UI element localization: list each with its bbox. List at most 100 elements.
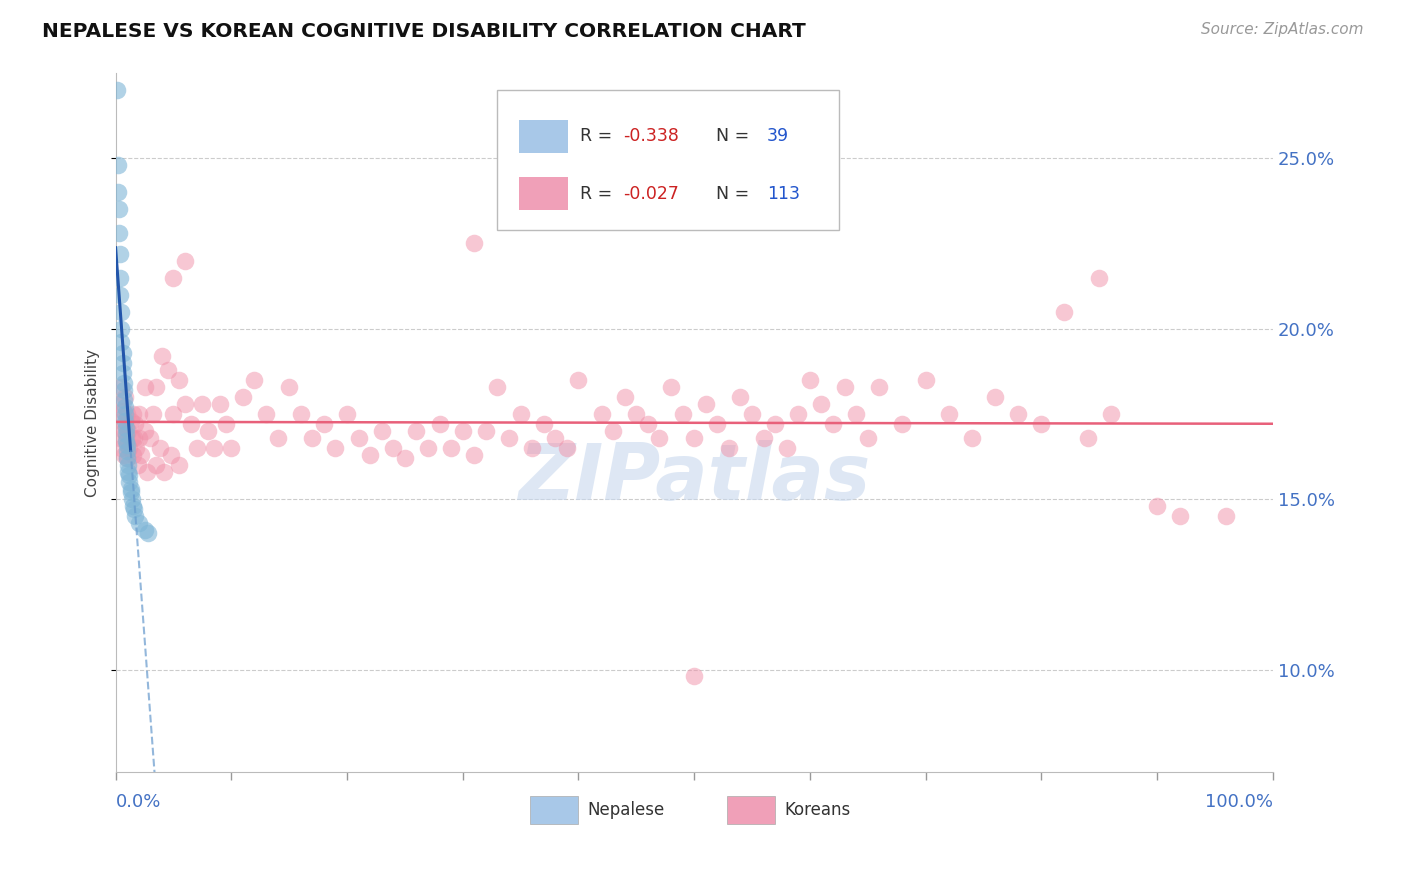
Point — [112, 383, 135, 397]
Point — [108, 226, 131, 240]
Point — [301, 431, 323, 445]
Text: ZIPatlas: ZIPatlas — [517, 441, 870, 516]
Point — [142, 407, 165, 421]
Point — [156, 362, 179, 376]
Point — [683, 669, 706, 683]
Point — [776, 441, 799, 455]
Point — [202, 441, 225, 455]
Point — [128, 516, 150, 530]
Point — [810, 397, 832, 411]
Point — [602, 424, 624, 438]
Point — [120, 482, 142, 496]
Point — [117, 424, 139, 438]
FancyBboxPatch shape — [519, 177, 568, 211]
Point — [440, 441, 463, 455]
Text: -0.027: -0.027 — [624, 185, 679, 202]
Point — [683, 431, 706, 445]
Point — [706, 417, 728, 432]
Text: -0.338: -0.338 — [624, 128, 679, 145]
Point — [856, 431, 879, 445]
Point — [122, 431, 145, 445]
Point — [115, 420, 138, 434]
Point — [695, 397, 717, 411]
Point — [115, 407, 138, 421]
Point — [122, 499, 145, 513]
Point — [160, 448, 183, 462]
Point — [112, 393, 135, 408]
Point — [110, 379, 132, 393]
Point — [509, 407, 531, 421]
Point — [134, 424, 156, 438]
Point — [232, 390, 254, 404]
Point — [115, 444, 138, 458]
Point — [115, 427, 138, 442]
Point — [114, 417, 136, 432]
Point — [121, 492, 143, 507]
Point — [359, 448, 381, 462]
Point — [127, 458, 149, 472]
Point — [114, 407, 136, 421]
Point — [115, 434, 138, 449]
Point — [845, 407, 868, 421]
Point — [1146, 499, 1168, 513]
Point — [498, 431, 520, 445]
Point — [1215, 509, 1237, 524]
Point — [129, 448, 152, 462]
Point — [336, 407, 359, 421]
Point — [312, 417, 335, 432]
Point — [105, 83, 128, 97]
Point — [112, 424, 135, 438]
Point — [984, 390, 1007, 404]
Point — [394, 451, 416, 466]
Point — [108, 414, 131, 428]
Point — [124, 509, 146, 524]
Point — [121, 431, 143, 445]
Point — [162, 407, 184, 421]
Point — [107, 158, 129, 172]
Point — [591, 407, 613, 421]
Point — [110, 322, 132, 336]
Point — [110, 304, 132, 318]
Point — [555, 441, 578, 455]
Point — [139, 431, 162, 445]
Point — [533, 417, 555, 432]
Point — [122, 502, 145, 516]
Point — [111, 356, 134, 370]
Point — [1088, 270, 1111, 285]
Point — [108, 202, 131, 217]
Point — [167, 458, 190, 472]
Point — [567, 373, 589, 387]
Point — [111, 366, 134, 380]
Point — [128, 431, 150, 445]
Point — [486, 379, 509, 393]
Text: 39: 39 — [768, 128, 789, 145]
Point — [626, 407, 648, 421]
Y-axis label: Cognitive Disability: Cognitive Disability — [86, 349, 100, 497]
Point — [752, 431, 775, 445]
Point — [174, 253, 197, 268]
Point — [938, 407, 960, 421]
Point — [821, 417, 844, 432]
FancyBboxPatch shape — [519, 120, 568, 153]
Point — [868, 379, 890, 393]
Point — [278, 379, 301, 393]
Point — [115, 451, 138, 466]
Point — [162, 270, 184, 285]
Point — [405, 424, 427, 438]
Text: 113: 113 — [768, 185, 800, 202]
Text: R =: R = — [579, 128, 617, 145]
Point — [730, 390, 752, 404]
Point — [243, 373, 266, 387]
Point — [741, 407, 763, 421]
Point — [1099, 407, 1122, 421]
Point — [451, 424, 474, 438]
Point — [118, 475, 141, 490]
Text: N =: N = — [704, 128, 755, 145]
Point — [122, 407, 145, 421]
Point — [112, 376, 135, 391]
FancyBboxPatch shape — [727, 797, 775, 824]
Point — [266, 431, 288, 445]
Point — [1168, 509, 1191, 524]
Point — [290, 407, 312, 421]
Point — [475, 424, 498, 438]
